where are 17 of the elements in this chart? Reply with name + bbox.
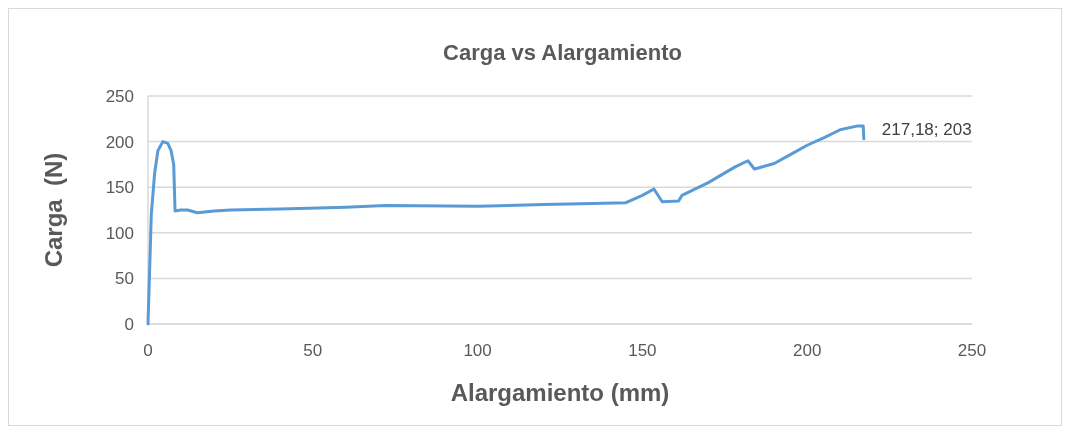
chart-title: Carga vs Alargamiento — [443, 40, 682, 65]
y-tick-label: 100 — [105, 223, 134, 243]
y-tick-label: 250 — [105, 87, 134, 106]
y-tick-label: 150 — [105, 178, 134, 198]
y-axis-title: Carga (N) — [40, 152, 67, 268]
x-tick-label: 200 — [793, 341, 822, 360]
x-tick-label: 150 — [628, 341, 657, 360]
x-tick-label: 0 — [143, 341, 153, 360]
y-tick-label: 0 — [124, 315, 134, 334]
line-series — [146, 124, 866, 326]
x-tick-label: 100 — [463, 341, 492, 360]
annotation: 217,18; 203 — [881, 119, 972, 139]
y-tick-label: 200 — [105, 132, 134, 152]
y-tick-label: 50 — [115, 269, 134, 289]
x-axis-title: Alargamiento (mm) — [450, 379, 670, 406]
x-tick-label: 250 — [957, 341, 987, 360]
x-tick-label: 50 — [303, 341, 323, 360]
